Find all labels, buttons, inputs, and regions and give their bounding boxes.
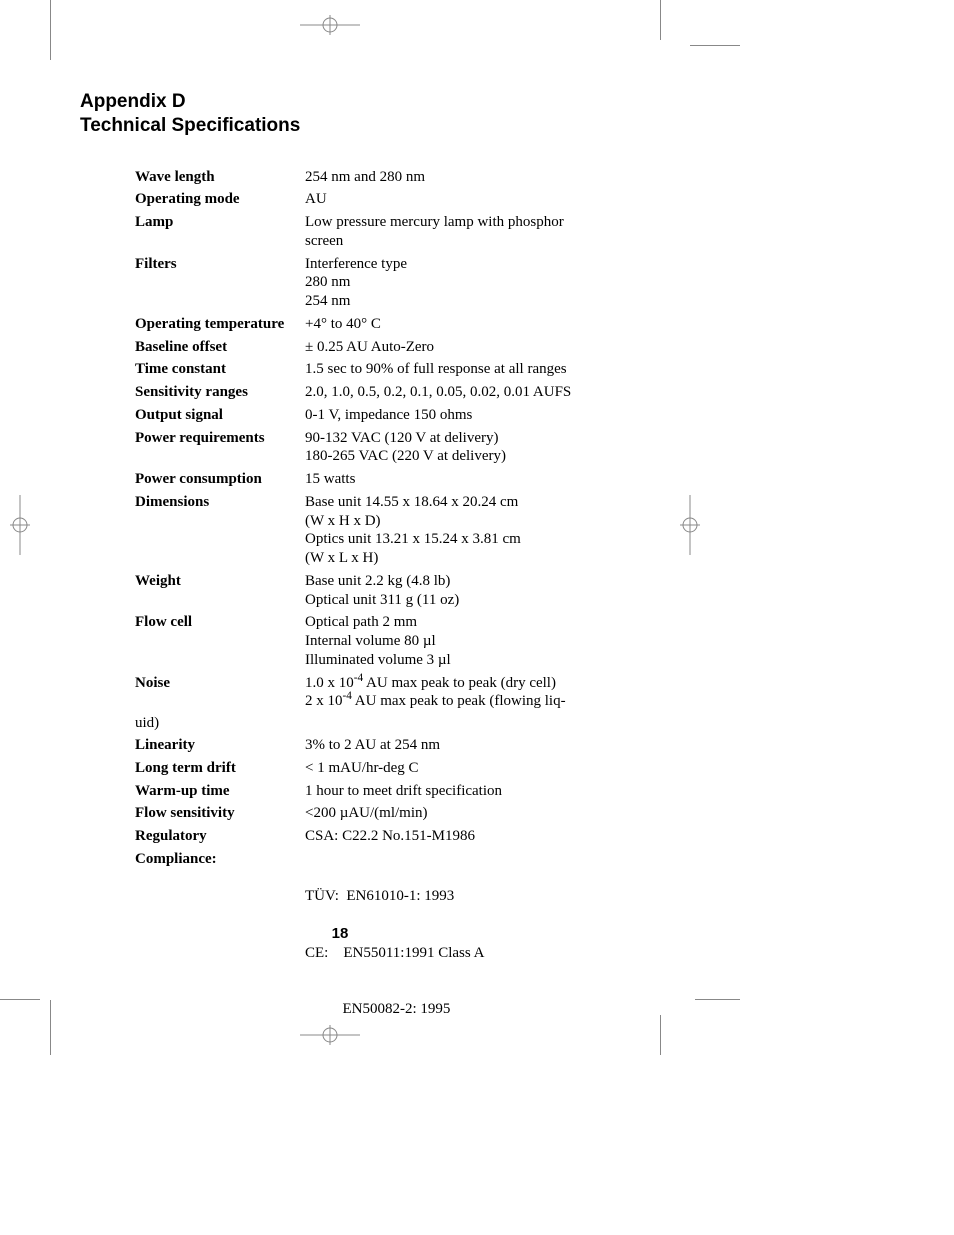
spec-row-output-signal: Output signal 0-1 V, impedance 150 ohms bbox=[135, 406, 680, 425]
spec-label: Sensitivity ranges bbox=[135, 383, 305, 402]
spec-row-power-consumption: Power consumption 15 watts bbox=[135, 470, 680, 489]
spec-label: Weight bbox=[135, 572, 305, 591]
spec-row-linearity: Linearity 3% to 2 AU at 254 nm bbox=[135, 736, 680, 755]
spec-row-flow-cell: Flow cell Optical path 2 mm Internal vol… bbox=[135, 613, 680, 669]
spec-row-noise: Noise 1.0 x 10-4 AU max peak to peak (dr… bbox=[135, 674, 680, 712]
spec-value: 90-132 VAC (120 V at delivery) 180-265 V… bbox=[305, 429, 680, 467]
spec-row-compliance: Compliance: TÜV: EN61010-1: 1993 CE: EN5… bbox=[135, 850, 680, 1056]
spec-label: Lamp bbox=[135, 213, 305, 232]
spec-row-weight: Weight Base unit 2.2 kg (4.8 lb) Optical… bbox=[135, 572, 680, 610]
spec-label: Noise bbox=[135, 674, 305, 693]
spec-table: Wave length 254 nm and 280 nm Operating … bbox=[135, 168, 680, 712]
spec-label: Baseline offset bbox=[135, 338, 305, 357]
spec-label: Flow sensitivity bbox=[135, 804, 305, 823]
spec-label: Warm-up time bbox=[135, 782, 305, 801]
spec-label: Power requirements bbox=[135, 429, 305, 448]
spec-label: Flow cell bbox=[135, 613, 305, 632]
spec-value: Optical path 2 mm Internal volume 80 µl … bbox=[305, 613, 680, 669]
spec-row-operating-mode: Operating mode AU bbox=[135, 190, 680, 209]
spec-value: 15 watts bbox=[305, 470, 680, 489]
spec-row-wave-length: Wave length 254 nm and 280 nm bbox=[135, 168, 680, 187]
spec-row-operating-temperature: Operating temperature +4° to 40° C bbox=[135, 315, 680, 334]
spec-label: Output signal bbox=[135, 406, 305, 425]
spec-value: 3% to 2 AU at 254 nm bbox=[305, 736, 680, 755]
spec-label: Compliance: bbox=[135, 850, 305, 869]
spec-value: Low pressure mercury lamp with phosphor … bbox=[305, 213, 680, 251]
heading-line-2: Technical Specifications bbox=[80, 114, 680, 138]
spec-label: Operating mode bbox=[135, 190, 305, 209]
registration-mark-icon bbox=[300, 15, 360, 35]
spec-label: Wave length bbox=[135, 168, 305, 187]
crop-mark bbox=[50, 0, 51, 60]
spec-row-long-term-drift: Long term drift < 1 mAU/hr-deg C bbox=[135, 759, 680, 778]
spec-label: Operating temperature bbox=[135, 315, 305, 334]
spec-value: <200 µAU/(ml/min) bbox=[305, 804, 680, 823]
appendix-heading: Appendix D Technical Specifications bbox=[80, 90, 680, 138]
spec-value: Base unit 2.2 kg (4.8 lb) Optical unit 3… bbox=[305, 572, 680, 610]
spec-value: CSA: C22.2 No.151-M1986 bbox=[305, 827, 680, 846]
spec-row-sensitivity-ranges: Sensitivity ranges 2.0, 1.0, 0.5, 0.2, 0… bbox=[135, 383, 680, 402]
spec-value: AU bbox=[305, 190, 680, 209]
spec-label: Time constant bbox=[135, 360, 305, 379]
crop-mark bbox=[660, 0, 661, 40]
page-number: 18 bbox=[0, 925, 680, 942]
spec-row-flow-sensitivity: Flow sensitivity <200 µAU/(ml/min) bbox=[135, 804, 680, 823]
noise-orphan-text: uid) bbox=[135, 715, 680, 732]
spec-row-filters: Filters Interference type 280 nm 254 nm bbox=[135, 255, 680, 311]
spec-value: ± 0.25 AU Auto-Zero bbox=[305, 338, 680, 357]
spec-value: 1.0 x 10-4 AU max peak to peak (dry cell… bbox=[305, 674, 680, 712]
spec-value: 0-1 V, impedance 150 ohms bbox=[305, 406, 680, 425]
crop-mark bbox=[690, 45, 740, 46]
crop-mark bbox=[695, 999, 740, 1000]
spec-value: TÜV: EN61010-1: 1993 CE: EN55011:1991 Cl… bbox=[305, 850, 680, 1056]
spec-value: +4° to 40° C bbox=[305, 315, 680, 334]
spec-row-regulatory: Regulatory CSA: C22.2 No.151-M1986 bbox=[135, 827, 680, 846]
spec-row-time-constant: Time constant 1.5 sec to 90% of full res… bbox=[135, 360, 680, 379]
spec-value: < 1 mAU/hr-deg C bbox=[305, 759, 680, 778]
crop-mark bbox=[50, 1000, 51, 1055]
page-content: Appendix D Technical Specifications Wave… bbox=[80, 90, 680, 1060]
spec-label: Filters bbox=[135, 255, 305, 274]
spec-row-power-requirements: Power requirements 90-132 VAC (120 V at … bbox=[135, 429, 680, 467]
crop-mark bbox=[0, 999, 40, 1000]
spec-label: Linearity bbox=[135, 736, 305, 755]
spec-label: Regulatory bbox=[135, 827, 305, 846]
spec-row-lamp: Lamp Low pressure mercury lamp with phos… bbox=[135, 213, 680, 251]
spec-label: Power consumption bbox=[135, 470, 305, 489]
spec-value: 254 nm and 280 nm bbox=[305, 168, 680, 187]
heading-line-1: Appendix D bbox=[80, 90, 680, 114]
spec-value: Base unit 14.55 x 18.64 x 20.24 cm (W x … bbox=[305, 493, 680, 568]
spec-row-dimensions: Dimensions Base unit 14.55 x 18.64 x 20.… bbox=[135, 493, 680, 568]
spec-row-baseline-offset: Baseline offset ± 0.25 AU Auto-Zero bbox=[135, 338, 680, 357]
spec-label: Dimensions bbox=[135, 493, 305, 512]
spec-value: Interference type 280 nm 254 nm bbox=[305, 255, 680, 311]
spec-label: Long term drift bbox=[135, 759, 305, 778]
spec-row-warm-up-time: Warm-up time 1 hour to meet drift specif… bbox=[135, 782, 680, 801]
registration-mark-icon bbox=[0, 495, 40, 560]
spec-value: 1.5 sec to 90% of full response at all r… bbox=[305, 360, 680, 379]
spec-value: 2.0, 1.0, 0.5, 0.2, 0.1, 0.05, 0.02, 0.0… bbox=[305, 383, 680, 402]
spec-value: 1 hour to meet drift specification bbox=[305, 782, 680, 801]
spec-table-continued: Linearity 3% to 2 AU at 254 nm Long term… bbox=[135, 736, 680, 1056]
